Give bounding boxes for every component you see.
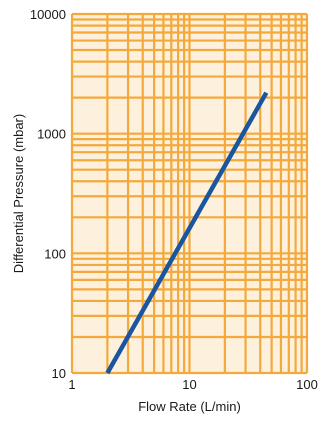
gridlines — [70, 12, 309, 375]
x-tick-label: 100 — [296, 377, 318, 392]
x-tick-label: 1 — [68, 377, 75, 392]
x-tick-labels: 1 10 100 — [68, 377, 317, 392]
x-tick-label: 10 — [182, 377, 196, 392]
x-axis-title: Flow Rate (L/min) — [138, 399, 241, 414]
y-tick-label: 100 — [44, 246, 66, 261]
series-group — [105, 91, 269, 375]
y-tick-label: 10 — [52, 366, 66, 381]
y-tick-labels: 10 100 1000 10000 — [30, 7, 66, 381]
y-tick-label: 1000 — [37, 127, 66, 142]
y-axis-title: Differential Pressure (mbar) — [11, 114, 26, 273]
series-line — [105, 91, 269, 375]
y-tick-label: 10000 — [30, 7, 66, 22]
